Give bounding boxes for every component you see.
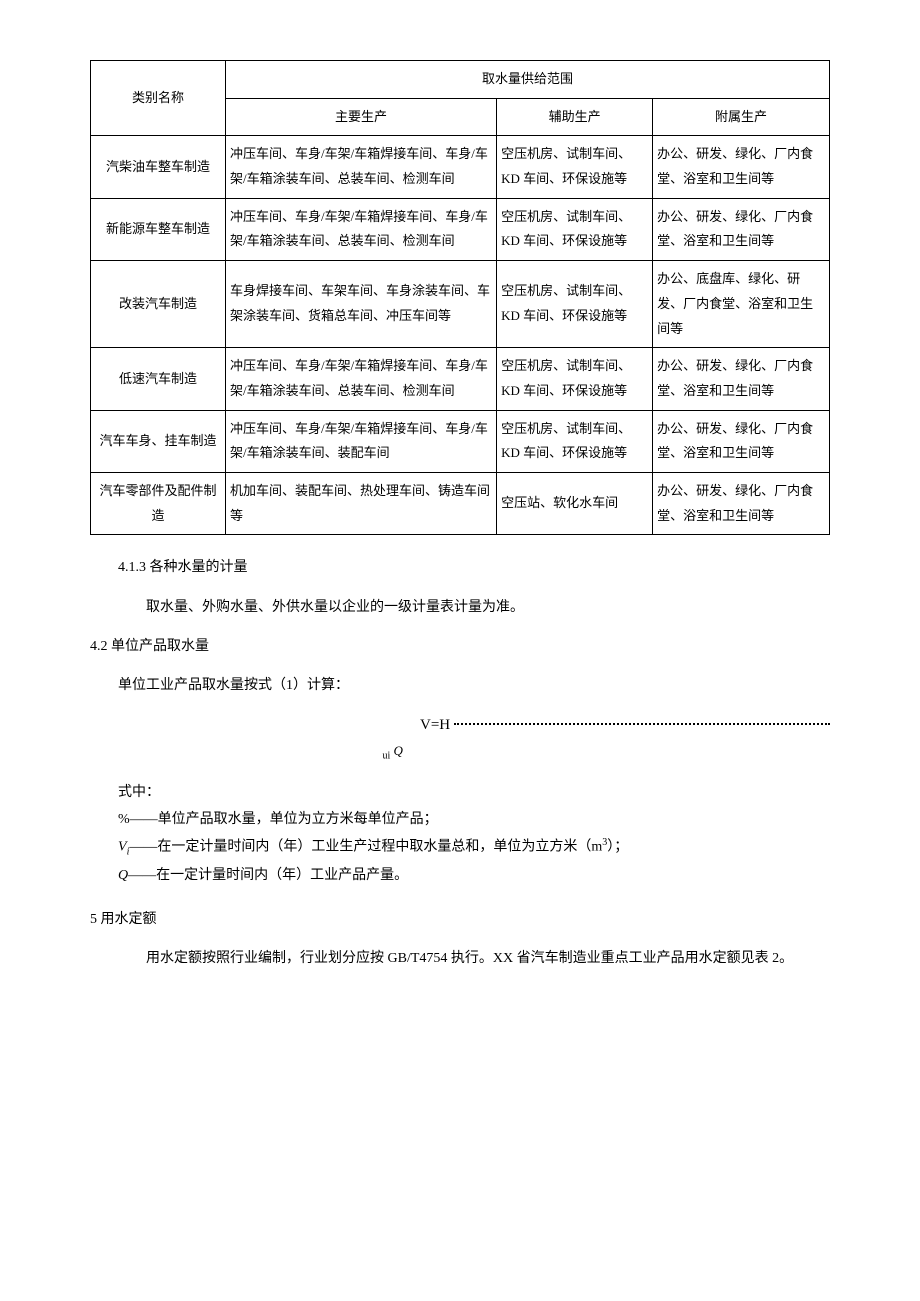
header-main: 主要生产 xyxy=(226,98,497,136)
cell-main: 冲压车间、车身/车架/车箱焊接车间、车身/车架/车箱涂装车间、总装车间、检测车间 xyxy=(226,198,497,260)
cell-aux: 空压机房、试制车间、KD 车间、环保设施等 xyxy=(497,348,653,410)
formula-dotfill xyxy=(454,723,830,725)
cell-sub: 办公、研发、绿化、厂内食堂、浴室和卫生间等 xyxy=(653,410,830,472)
definitions-block: 式中： %——单位产品取水量，单位为立方米每单位产品； Vi——在一定计量时间内… xyxy=(90,780,830,889)
formula-subscript: ui Q xyxy=(90,739,830,766)
cell-category: 低速汽车制造 xyxy=(91,348,226,410)
cell-sub: 办公、研发、绿化、厂内食堂、浴室和卫生间等 xyxy=(653,472,830,534)
header-aux: 辅助生产 xyxy=(497,98,653,136)
cell-aux: 空压机房、试制车间、KD 车间、环保设施等 xyxy=(497,410,653,472)
header-category: 类别名称 xyxy=(91,61,226,136)
header-scope: 取水量供给范围 xyxy=(226,61,830,99)
table-row: 新能源车整车制造 冲压车间、车身/车架/车箱焊接车间、车身/车架/车箱涂装车间、… xyxy=(91,198,830,260)
def-line: Vi——在一定计量时间内（年）工业生产过程中取水量总和，单位为立方米（m3）； xyxy=(90,834,830,861)
def-line: %——单位产品取水量，单位为立方米每单位产品； xyxy=(90,807,830,832)
cell-sub: 办公、研发、绿化、厂内食堂、浴室和卫生间等 xyxy=(653,136,830,198)
table-row: 低速汽车制造 冲压车间、车身/车架/车箱焊接车间、车身/车架/车箱涂装车间、总装… xyxy=(91,348,830,410)
table-body: 汽柴油车整车制造 冲压车间、车身/车架/车箱焊接车间、车身/车架/车箱涂装车间、… xyxy=(91,136,830,535)
table-row: 汽柴油车整车制造 冲压车间、车身/车架/车箱焊接车间、车身/车架/车箱涂装车间、… xyxy=(91,136,830,198)
header-sub: 附属生产 xyxy=(653,98,830,136)
cell-category: 汽车车身、挂车制造 xyxy=(91,410,226,472)
body-42: 单位工业产品取水量按式（1）计算： xyxy=(90,673,830,698)
cell-aux: 空压机房、试制车间、KD 车间、环保设施等 xyxy=(497,261,653,348)
table-row: 改装汽车制造 车身焊接车间、车架车间、车身涂装车间、车架涂装车间、货箱总车间、冲… xyxy=(91,261,830,348)
cell-sub: 办公、研发、绿化、厂内食堂、浴室和卫生间等 xyxy=(653,348,830,410)
cell-category: 汽车零部件及配件制造 xyxy=(91,472,226,534)
heading-5: 5 用水定额 xyxy=(90,907,830,932)
cell-main: 机加车间、装配车间、热处理车间、铸造车间等 xyxy=(226,472,497,534)
cell-sub: 办公、底盘库、绿化、研发、厂内食堂、浴室和卫生间等 xyxy=(653,261,830,348)
heading-413: 4.1.3 各种水量的计量 xyxy=(90,555,830,580)
def-line: Q——在一定计量时间内（年）工业产品产量。 xyxy=(90,863,830,888)
cell-aux: 空压站、软化水车间 xyxy=(497,472,653,534)
cell-aux: 空压机房、试制车间、KD 车间、环保设施等 xyxy=(497,136,653,198)
formula: V=H xyxy=(90,712,830,739)
cell-main: 车身焊接车间、车架车间、车身涂装车间、车架涂装车间、货箱总车间、冲压车间等 xyxy=(226,261,497,348)
body-413: 取水量、外购水量、外供水量以企业的一级计量表计量为准。 xyxy=(90,595,830,620)
supply-scope-table: 类别名称 取水量供给范围 主要生产 辅助生产 附属生产 汽柴油车整车制造 冲压车… xyxy=(90,60,830,535)
table-row: 汽车车身、挂车制造 冲压车间、车身/车架/车箱焊接车间、车身/车架/车箱涂装车间… xyxy=(91,410,830,472)
cell-main: 冲压车间、车身/车架/车箱焊接车间、车身/车架/车箱涂装车间、总装车间、检测车间 xyxy=(226,136,497,198)
cell-aux: 空压机房、试制车间、KD 车间、环保设施等 xyxy=(497,198,653,260)
cell-main: 冲压车间、车身/车架/车箱焊接车间、车身/车架/车箱涂装车间、总装车间、检测车间 xyxy=(226,348,497,410)
def-label: 式中： xyxy=(90,780,830,805)
cell-category: 新能源车整车制造 xyxy=(91,198,226,260)
cell-category: 改装汽车制造 xyxy=(91,261,226,348)
table-row: 汽车零部件及配件制造 机加车间、装配车间、热处理车间、铸造车间等 空压站、软化水… xyxy=(91,472,830,534)
cell-category: 汽柴油车整车制造 xyxy=(91,136,226,198)
body-5: 用水定额按照行业编制，行业划分应按 GB/T4754 执行。XX 省汽车制造业重… xyxy=(90,946,830,971)
cell-sub: 办公、研发、绿化、厂内食堂、浴室和卫生间等 xyxy=(653,198,830,260)
formula-text: V=H xyxy=(420,712,450,739)
cell-main: 冲压车间、车身/车架/车箱焊接车间、车身/车架/车箱涂装车间、装配车间 xyxy=(226,410,497,472)
heading-42: 4.2 单位产品取水量 xyxy=(90,634,830,659)
